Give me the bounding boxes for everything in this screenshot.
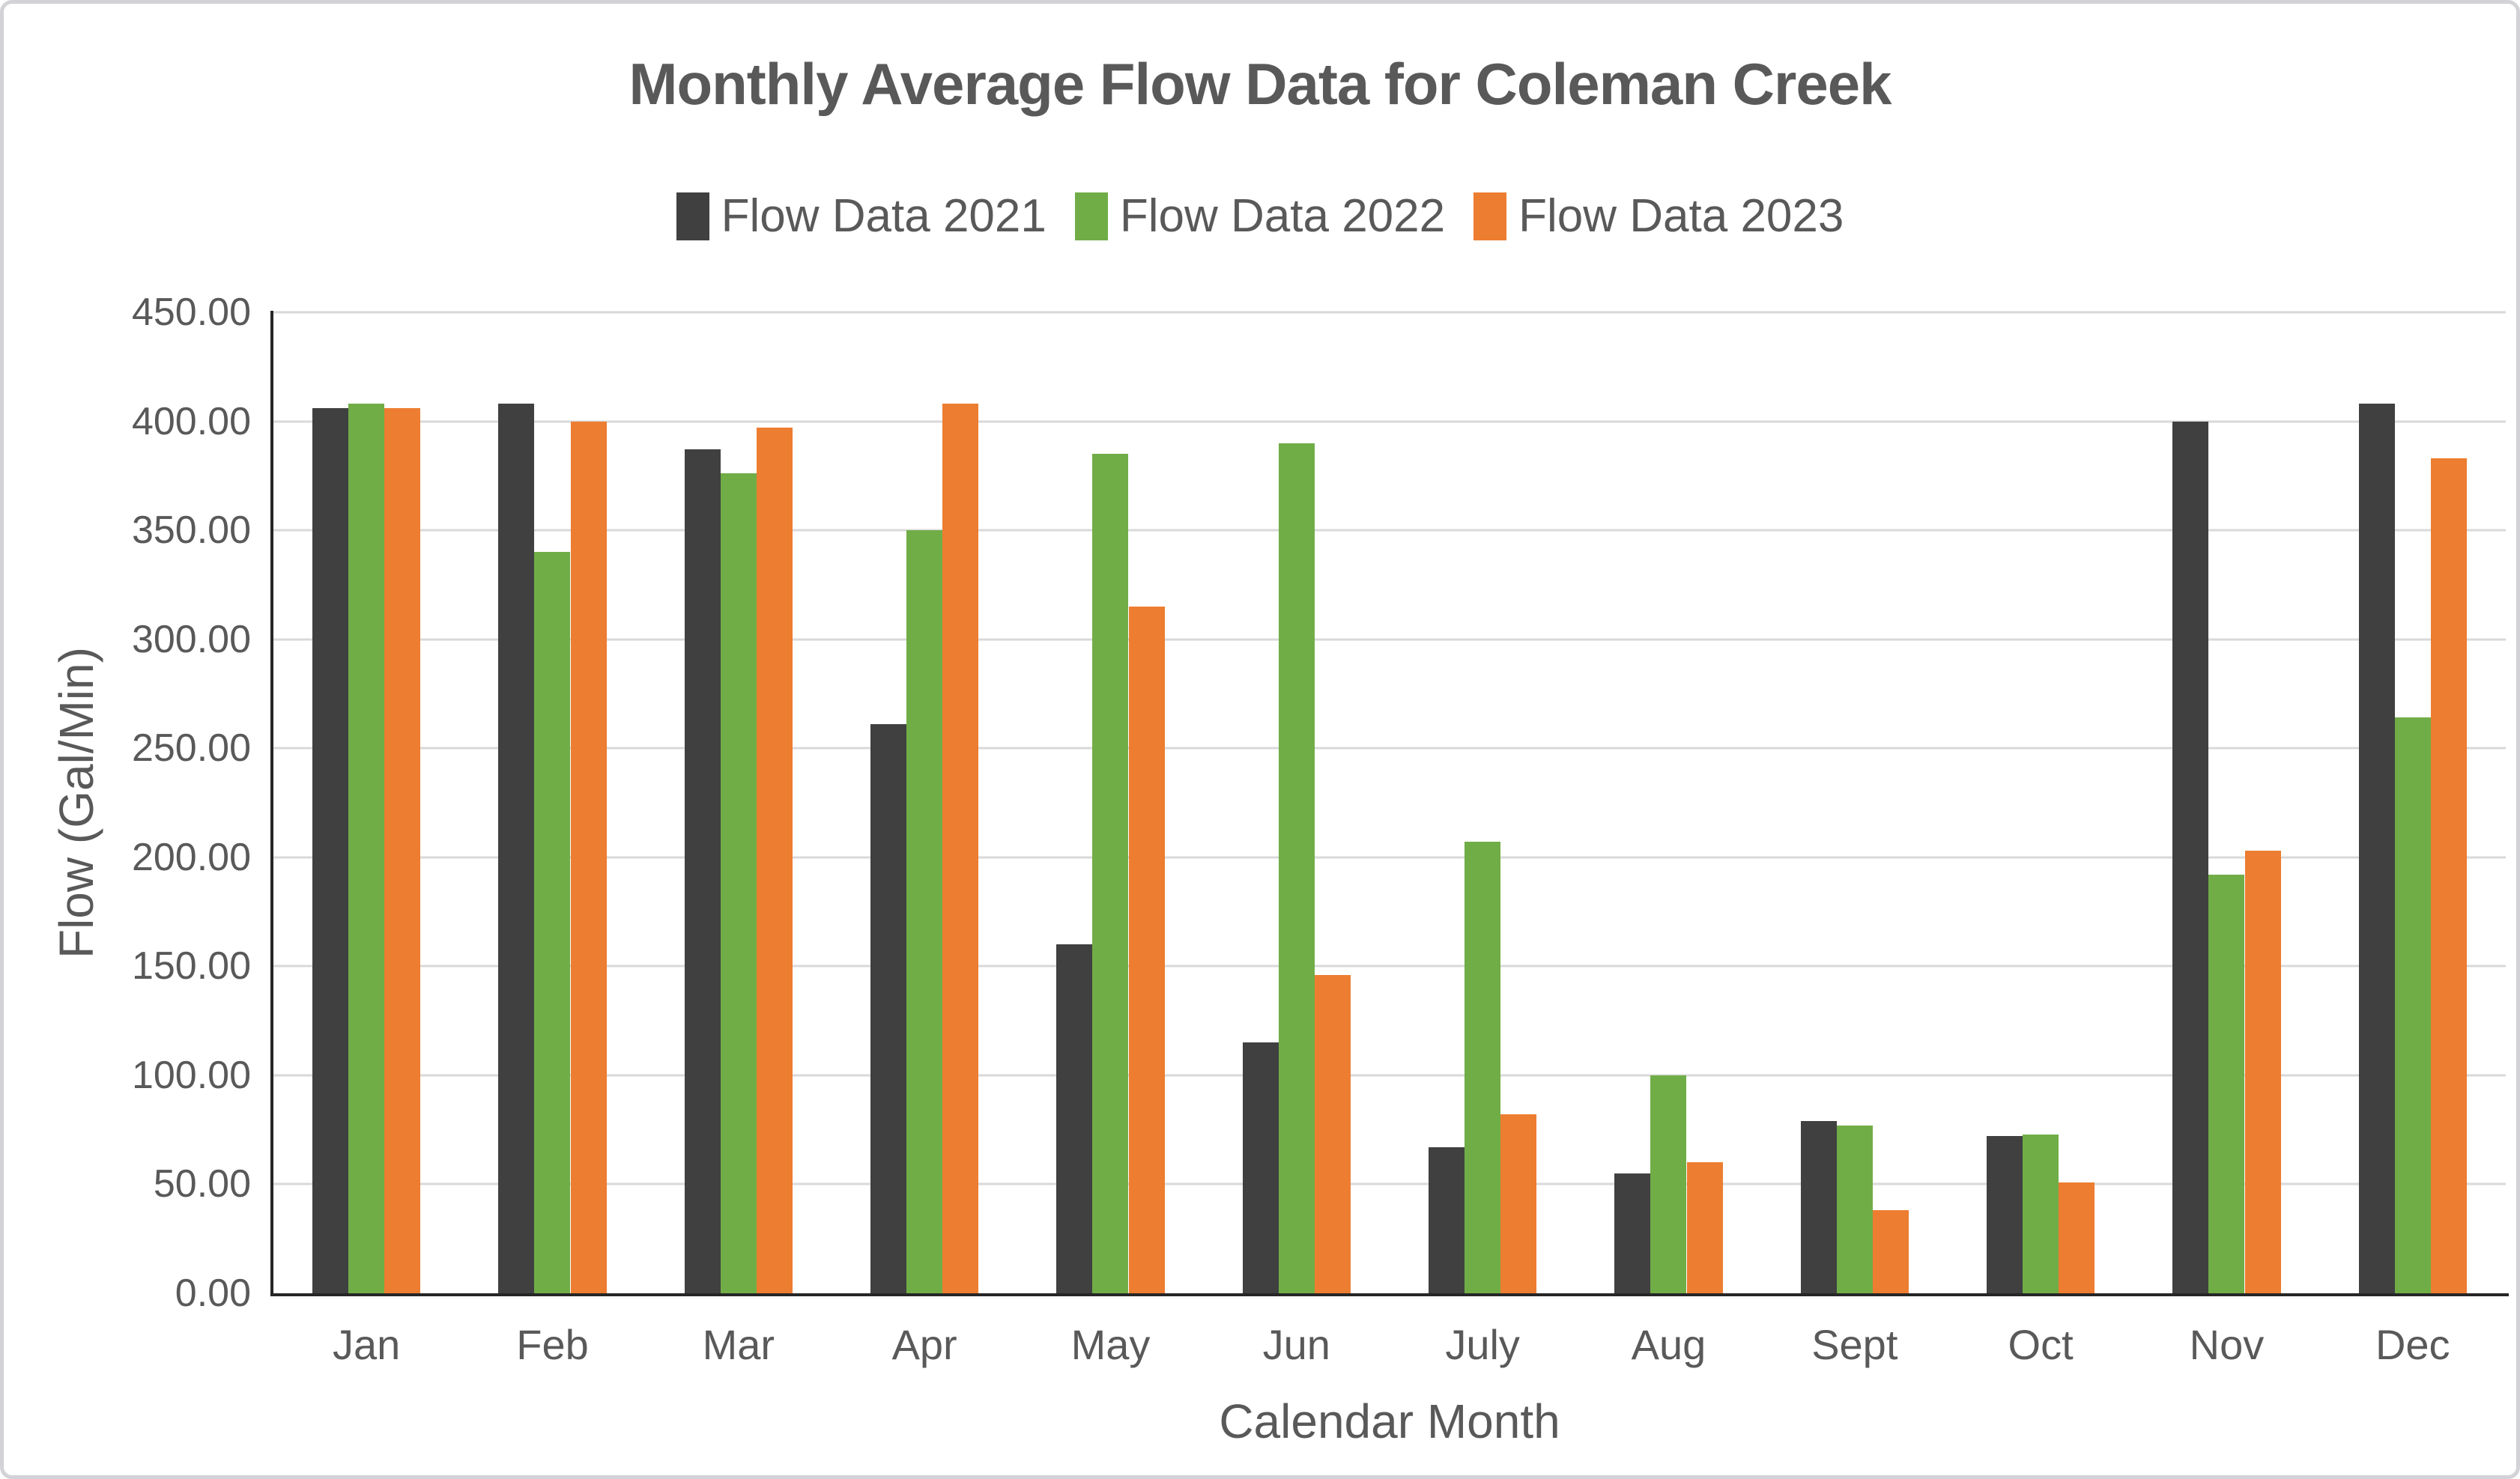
- x-tick-label: July: [1445, 1321, 1520, 1368]
- x-tick-label: Jan: [333, 1321, 401, 1368]
- gridline: [273, 965, 2506, 968]
- bar-flow-data-2022-jan: [348, 404, 385, 1293]
- bar-flow-data-2021-feb: [498, 404, 535, 1293]
- x-tick-label: Mar: [702, 1321, 775, 1368]
- bar-flow-data-2021-dec: [2358, 404, 2395, 1293]
- bar-flow-data-2022-july: [1465, 842, 1501, 1293]
- bar-flow-data-2022-nov: [2208, 875, 2245, 1293]
- bar-flow-data-2022-sept: [1836, 1125, 1873, 1293]
- bar-flow-data-2021-jun: [1242, 1042, 1279, 1293]
- legend: Flow Data 2021 Flow Data 2022 Flow Data 20…: [4, 189, 2516, 243]
- bar-flow-data-2022-may: [1092, 454, 1129, 1293]
- gridline: [273, 747, 2506, 750]
- bar-flow-data-2023-feb: [570, 421, 607, 1293]
- bar-flow-data-2022-feb: [534, 552, 571, 1293]
- legend-label: Flow Data 2021: [721, 190, 1047, 242]
- y-tick-label: 50.00: [153, 1162, 251, 1206]
- bar-flow-data-2021-sept: [1800, 1121, 1837, 1293]
- bar-flow-data-2021-july: [1429, 1147, 1465, 1293]
- x-tick-label: Apr: [891, 1321, 957, 1368]
- x-tick-label: Feb: [516, 1321, 589, 1368]
- bar-flow-data-2023-apr: [942, 404, 979, 1293]
- x-axis-ticks: Jan Feb Mar Apr May Jun July Aug Sept Oct Nov Dec: [273, 1320, 2506, 1369]
- y-tick-label: 200.00: [131, 835, 251, 879]
- bar-flow-data-2023-jan: [384, 408, 421, 1293]
- y-tick-label: 450.00: [131, 291, 251, 334]
- bar-flow-data-2022-aug: [1650, 1075, 1687, 1293]
- legend-swatch-icon: [1074, 192, 1108, 240]
- gridline: [273, 311, 2506, 314]
- gridline: [273, 1182, 2506, 1185]
- x-tick-label: Jun: [1262, 1321, 1330, 1368]
- gridline: [273, 420, 2506, 423]
- y-tick-label: 100.00: [131, 1053, 251, 1097]
- x-tick-label: May: [1070, 1321, 1151, 1368]
- bar-flow-data-2023-may: [1128, 607, 1165, 1293]
- legend-item: Flow Data 2022: [1074, 189, 1446, 243]
- bar-flow-data-2023-aug: [1686, 1162, 1723, 1293]
- y-tick-label: 0.00: [175, 1272, 251, 1315]
- x-tick-label: Oct: [2008, 1321, 2074, 1368]
- bar-flow-data-2021-apr: [870, 724, 907, 1293]
- bar-flow-data-2023-dec: [2430, 458, 2467, 1293]
- gridline: [273, 638, 2506, 641]
- bar-flow-data-2022-dec: [2394, 717, 2431, 1293]
- x-tick-label: Aug: [1631, 1321, 1706, 1368]
- gridline: [273, 1074, 2506, 1077]
- x-axis-title: Calendar Month: [1219, 1394, 1560, 1448]
- y-tick-label: 250.00: [131, 726, 251, 771]
- y-axis-line: [270, 311, 273, 1296]
- bar-flow-data-2021-nov: [2172, 421, 2209, 1293]
- bar-flow-data-2022-oct: [2023, 1134, 2059, 1293]
- gridline: [273, 856, 2506, 859]
- y-tick-label: 150.00: [131, 944, 251, 988]
- legend-item: Flow Data 2023: [1473, 189, 1844, 243]
- bar-flow-data-2021-oct: [1987, 1136, 2023, 1293]
- chart-title: Monthly Average Flow Data for Coleman Cr…: [629, 51, 1892, 117]
- x-tick-label: Nov: [2189, 1321, 2265, 1368]
- bar-flow-data-2023-july: [1500, 1114, 1537, 1293]
- bar-flow-data-2022-jun: [1278, 443, 1315, 1293]
- x-axis-line: [270, 1293, 2509, 1296]
- bar-flow-data-2023-oct: [2059, 1182, 2095, 1293]
- legend-swatch-icon: [1473, 192, 1507, 240]
- x-tick-label: Sept: [1811, 1321, 1898, 1368]
- bar-flow-data-2023-mar: [756, 428, 793, 1293]
- bar-flow-data-2022-mar: [720, 473, 757, 1293]
- bar-flow-data-2022-apr: [906, 530, 943, 1293]
- y-tick-label: 400.00: [131, 399, 251, 443]
- bar-flow-data-2023-sept: [1872, 1210, 1909, 1293]
- gridline: [273, 529, 2506, 532]
- bar-flow-data-2023-jun: [1314, 974, 1351, 1293]
- bar-flow-data-2021-aug: [1614, 1173, 1651, 1293]
- x-tick-label: Dec: [2375, 1321, 2450, 1368]
- y-axis-ticks: 0.00 50.00 100.00 150.00 200.00 250.00 300.00 3…: [4, 291, 251, 1315]
- legend-label: Flow Data 2023: [1518, 190, 1844, 242]
- plot-area: [273, 311, 2506, 1293]
- bar-flow-data-2021-mar: [684, 449, 721, 1293]
- bar-flow-data-2021-jan: [312, 408, 349, 1293]
- bar-flow-data-2023-nov: [2244, 851, 2281, 1293]
- legend-swatch-icon: [676, 192, 709, 240]
- legend-item: Flow Data 2021: [676, 189, 1047, 243]
- y-tick-label: 300.00: [131, 617, 251, 661]
- bar-flow-data-2021-may: [1056, 944, 1093, 1293]
- legend-label: Flow Data 2022: [1119, 190, 1446, 242]
- y-tick-label: 350.00: [131, 508, 251, 553]
